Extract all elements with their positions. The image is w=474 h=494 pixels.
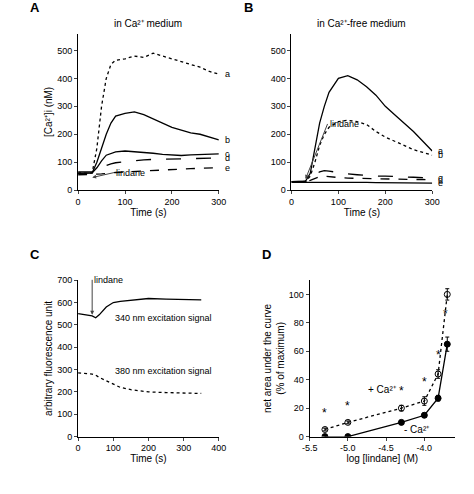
svg-text:-5.5: -5.5 xyxy=(302,443,318,453)
svg-text:100: 100 xyxy=(117,197,132,207)
svg-text:0: 0 xyxy=(299,432,304,442)
svg-text:c: c xyxy=(438,173,443,183)
svg-text:100: 100 xyxy=(57,157,72,167)
svg-text:500: 500 xyxy=(57,320,72,330)
svg-text:in Ca²⁺-free medium: in Ca²⁺-free medium xyxy=(317,18,406,29)
svg-text:*: * xyxy=(345,399,350,413)
svg-text:0: 0 xyxy=(289,197,294,207)
svg-text:300: 300 xyxy=(271,101,286,111)
svg-text:200: 200 xyxy=(57,387,72,397)
svg-text:300: 300 xyxy=(425,197,440,207)
svg-text:*: * xyxy=(422,375,427,389)
svg-text:200: 200 xyxy=(378,197,393,207)
svg-text:80: 80 xyxy=(294,318,304,328)
svg-text:-4.0: -4.0 xyxy=(417,443,433,453)
svg-text:log [lindane] (M): log [lindane] (M) xyxy=(346,453,418,464)
svg-text:0: 0 xyxy=(281,185,286,195)
svg-text:200: 200 xyxy=(271,129,286,139)
svg-text:0: 0 xyxy=(76,197,81,207)
svg-text:lindane: lindane xyxy=(94,275,123,285)
svg-text:*: * xyxy=(322,406,327,420)
svg-text:net area under the curve(% of: net area under the curve(% of maximum) xyxy=(262,303,286,412)
svg-text:100: 100 xyxy=(271,157,286,167)
svg-text:lindane: lindane xyxy=(116,168,145,178)
svg-text:d: d xyxy=(438,175,443,185)
svg-text:400: 400 xyxy=(57,74,72,84)
svg-text:100: 100 xyxy=(331,197,346,207)
svg-text:e: e xyxy=(225,163,230,173)
svg-text:700: 700 xyxy=(57,275,72,285)
svg-text:400: 400 xyxy=(211,443,226,453)
svg-text:- Ca²⁺: - Ca²⁺ xyxy=(404,424,430,435)
svg-text:e: e xyxy=(438,178,443,188)
svg-text:300: 300 xyxy=(211,197,226,207)
svg-text:*: * xyxy=(399,384,404,398)
svg-text:400: 400 xyxy=(271,74,286,84)
svg-text:B: B xyxy=(244,0,253,15)
svg-text:300: 300 xyxy=(57,101,72,111)
svg-text:0: 0 xyxy=(67,432,72,442)
svg-text:100: 100 xyxy=(289,290,304,300)
svg-text:b: b xyxy=(225,135,230,145)
svg-text:300: 300 xyxy=(57,365,72,375)
svg-text:0: 0 xyxy=(67,185,72,195)
svg-text:20: 20 xyxy=(294,403,304,413)
svg-text:60: 60 xyxy=(294,346,304,356)
svg-text:0: 0 xyxy=(76,443,81,453)
svg-text:-5.0: -5.0 xyxy=(340,443,356,453)
svg-text:a: a xyxy=(225,69,230,79)
svg-text:[Ca²⁺]i (nM): [Ca²⁺]i (nM) xyxy=(43,87,54,137)
svg-text:c: c xyxy=(225,149,230,159)
svg-text:200: 200 xyxy=(57,129,72,139)
svg-text:40: 40 xyxy=(294,375,304,385)
svg-text:500: 500 xyxy=(271,46,286,56)
svg-text:D: D xyxy=(262,247,271,262)
svg-text:Time (s): Time (s) xyxy=(130,453,166,464)
svg-text:*: * xyxy=(436,348,441,362)
svg-text:arbitrary fluorescence unit: arbitrary fluorescence unit xyxy=(43,301,54,416)
svg-text:600: 600 xyxy=(57,298,72,308)
svg-text:Time (s): Time (s) xyxy=(344,207,380,218)
svg-text:a: a xyxy=(438,146,443,156)
svg-text:200: 200 xyxy=(164,197,179,207)
svg-text:500: 500 xyxy=(57,46,72,56)
svg-text:b: b xyxy=(438,150,443,160)
svg-text:lindane: lindane xyxy=(330,119,359,129)
svg-text:in Ca²⁺ medium: in Ca²⁺ medium xyxy=(114,18,182,29)
svg-text:400: 400 xyxy=(57,342,72,352)
svg-text:380 nm excitation signal: 380 nm excitation signal xyxy=(115,366,212,376)
svg-text:A: A xyxy=(30,0,40,15)
svg-text:-4.5: -4.5 xyxy=(378,443,394,453)
svg-text:C: C xyxy=(30,247,40,262)
svg-text:*: * xyxy=(443,307,448,321)
svg-text:300: 300 xyxy=(176,443,191,453)
svg-text:100: 100 xyxy=(106,443,121,453)
svg-text:340 nm excitation signal: 340 nm excitation signal xyxy=(115,313,212,323)
svg-text:200: 200 xyxy=(141,443,156,453)
svg-text:+ Ca²⁺: + Ca²⁺ xyxy=(368,384,397,395)
svg-text:Time (s): Time (s) xyxy=(130,207,166,218)
svg-text:100: 100 xyxy=(57,409,72,419)
svg-text:d: d xyxy=(225,153,230,163)
